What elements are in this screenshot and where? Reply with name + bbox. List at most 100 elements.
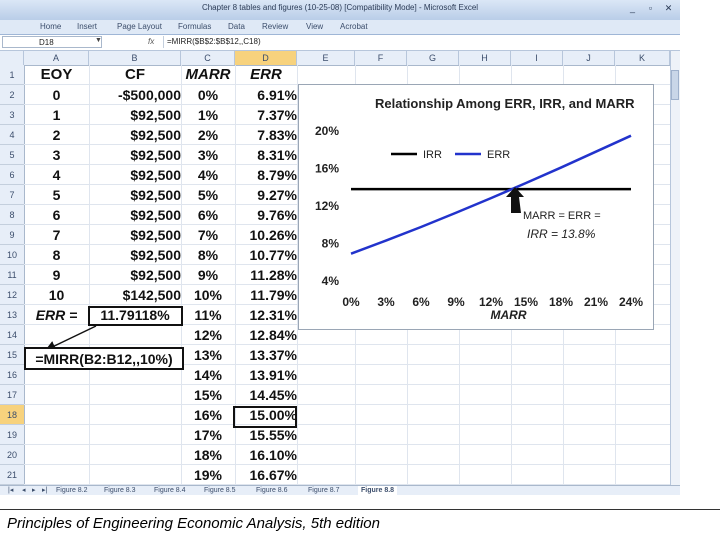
- row-header[interactable]: 21: [0, 465, 24, 485]
- header-marr[interactable]: MARR: [185, 66, 231, 83]
- tab-review[interactable]: Review: [262, 22, 289, 31]
- row-header[interactable]: 16: [0, 365, 24, 385]
- row-header-selected[interactable]: 18: [0, 405, 24, 425]
- err-cell[interactable]: 10.26%: [249, 227, 297, 243]
- column-header[interactable]: K: [615, 51, 670, 65]
- nav-prev-icon[interactable]: ◂: [22, 487, 26, 494]
- cf-cell[interactable]: $92,500: [130, 267, 181, 283]
- eoy-cell[interactable]: 7: [52, 227, 61, 243]
- marr-cell[interactable]: 0%: [197, 87, 219, 103]
- restore-button[interactable]: ▫: [648, 3, 653, 13]
- marr-cell[interactable]: 6%: [197, 207, 219, 223]
- tab-view[interactable]: View: [306, 22, 324, 31]
- err-cell[interactable]: 6.91%: [257, 87, 297, 103]
- column-header[interactable]: F: [355, 51, 407, 65]
- row-header[interactable]: 4: [0, 125, 24, 145]
- minimize-button[interactable]: _: [629, 3, 635, 13]
- row-header[interactable]: 19: [0, 425, 24, 445]
- marr-cell[interactable]: 5%: [197, 187, 219, 203]
- row-header[interactable]: 20: [0, 445, 24, 465]
- err-cell[interactable]: 11.79%: [250, 287, 297, 303]
- tab-acrobat[interactable]: Acrobat: [340, 22, 368, 31]
- err-cell[interactable]: 7.37%: [257, 107, 297, 123]
- cf-cell[interactable]: $92,500: [130, 207, 181, 223]
- row-header[interactable]: 7: [0, 185, 24, 205]
- err-cell[interactable]: 9.27%: [257, 187, 297, 203]
- cf-cell[interactable]: $92,500: [130, 107, 181, 123]
- marr-cell[interactable]: 12%: [193, 327, 223, 343]
- sheet-tab[interactable]: Figure 8.7: [308, 487, 340, 494]
- sheet-tab[interactable]: Figure 8.3: [104, 487, 136, 494]
- marr-cell[interactable]: 2%: [197, 127, 219, 143]
- marr-cell[interactable]: 1%: [197, 107, 219, 123]
- err-cell[interactable]: 16.10%: [249, 447, 297, 463]
- cf-cell[interactable]: $92,500: [130, 127, 181, 143]
- vertical-scrollbar[interactable]: [670, 51, 680, 485]
- err-cell[interactable]: 9.76%: [257, 207, 297, 223]
- row-header[interactable]: 15: [0, 345, 24, 365]
- eoy-cell[interactable]: 0: [52, 87, 61, 103]
- cf-cell[interactable]: $92,500: [130, 247, 181, 263]
- marr-cell[interactable]: 15%: [193, 387, 223, 403]
- name-box[interactable]: D18: [2, 36, 102, 48]
- eoy-cell[interactable]: 10: [48, 287, 65, 303]
- err-cell[interactable]: 8.79%: [257, 167, 297, 183]
- mirr-value[interactable]: 11.79118%: [100, 307, 170, 323]
- row-header[interactable]: 9: [0, 225, 24, 245]
- marr-cell[interactable]: 17%: [193, 427, 223, 443]
- column-header[interactable]: A: [24, 51, 89, 65]
- eoy-cell[interactable]: 9: [52, 267, 61, 283]
- column-header-selected[interactable]: D: [235, 51, 297, 65]
- row-header[interactable]: 10: [0, 245, 24, 265]
- row-header[interactable]: 5: [0, 145, 24, 165]
- err-cell[interactable]: 12.84%: [249, 327, 297, 343]
- embedded-chart[interactable]: Relationship Among ERR, IRR, and MARR 4% 8…: [298, 84, 654, 330]
- eoy-cell[interactable]: 2: [52, 127, 61, 143]
- column-header[interactable]: C: [181, 51, 235, 65]
- row-header[interactable]: 6: [0, 165, 24, 185]
- column-header[interactable]: H: [459, 51, 511, 65]
- tab-formulas[interactable]: Formulas: [178, 22, 212, 31]
- header-err[interactable]: ERR: [250, 66, 282, 83]
- cf-cell[interactable]: $92,500: [130, 147, 181, 163]
- row-header[interactable]: 17: [0, 385, 24, 405]
- nav-first-icon[interactable]: |◂: [8, 487, 14, 494]
- cf-cell[interactable]: $92,500: [130, 167, 181, 183]
- row-header[interactable]: 3: [0, 105, 24, 125]
- err-cell[interactable]: 16.67%: [249, 467, 297, 483]
- cf-cell[interactable]: -$500,000: [117, 87, 181, 103]
- err-cell[interactable]: 14.45%: [249, 387, 297, 403]
- column-header[interactable]: I: [511, 51, 563, 65]
- err-cell[interactable]: 13.37%: [249, 347, 297, 363]
- cf-cell[interactable]: $92,500: [130, 227, 181, 243]
- err-cell[interactable]: 11.28%: [250, 267, 297, 283]
- tab-page-layout[interactable]: Page Layout: [117, 22, 162, 31]
- row-header[interactable]: 11: [0, 265, 24, 285]
- header-cf[interactable]: CF: [125, 66, 145, 83]
- sheet-tab[interactable]: Figure 8.6: [256, 487, 288, 494]
- err-cell[interactable]: 7.83%: [257, 127, 297, 143]
- marr-cell[interactable]: 7%: [197, 227, 219, 243]
- formula-input[interactable]: =MIRR($B$2:$B$12,,C18): [163, 36, 672, 48]
- eoy-cell[interactable]: 8: [52, 247, 61, 263]
- tab-data[interactable]: Data: [228, 22, 245, 31]
- row-header[interactable]: 12: [0, 285, 24, 305]
- column-header[interactable]: B: [89, 51, 181, 65]
- chevron-down-icon[interactable]: ▼: [95, 37, 102, 44]
- marr-cell[interactable]: 18%: [193, 447, 223, 463]
- column-header[interactable]: J: [563, 51, 615, 65]
- row-header[interactable]: 1: [0, 65, 24, 85]
- function-icon[interactable]: fx: [148, 37, 155, 46]
- row-header[interactable]: 14: [0, 325, 24, 345]
- nav-next-icon[interactable]: ▸: [32, 487, 36, 494]
- marr-cell[interactable]: 9%: [197, 267, 219, 283]
- sheet-tab[interactable]: Figure 8.5: [204, 487, 236, 494]
- row-header[interactable]: 8: [0, 205, 24, 225]
- marr-cell[interactable]: 13%: [193, 347, 223, 363]
- scrollbar-thumb[interactable]: [671, 70, 679, 100]
- row-header[interactable]: 2: [0, 85, 24, 105]
- eoy-cell[interactable]: 5: [52, 187, 61, 203]
- err-label[interactable]: ERR =: [35, 307, 78, 323]
- sheet-tab-active[interactable]: Figure 8.8: [358, 486, 398, 495]
- close-button[interactable]: ✕: [664, 3, 673, 13]
